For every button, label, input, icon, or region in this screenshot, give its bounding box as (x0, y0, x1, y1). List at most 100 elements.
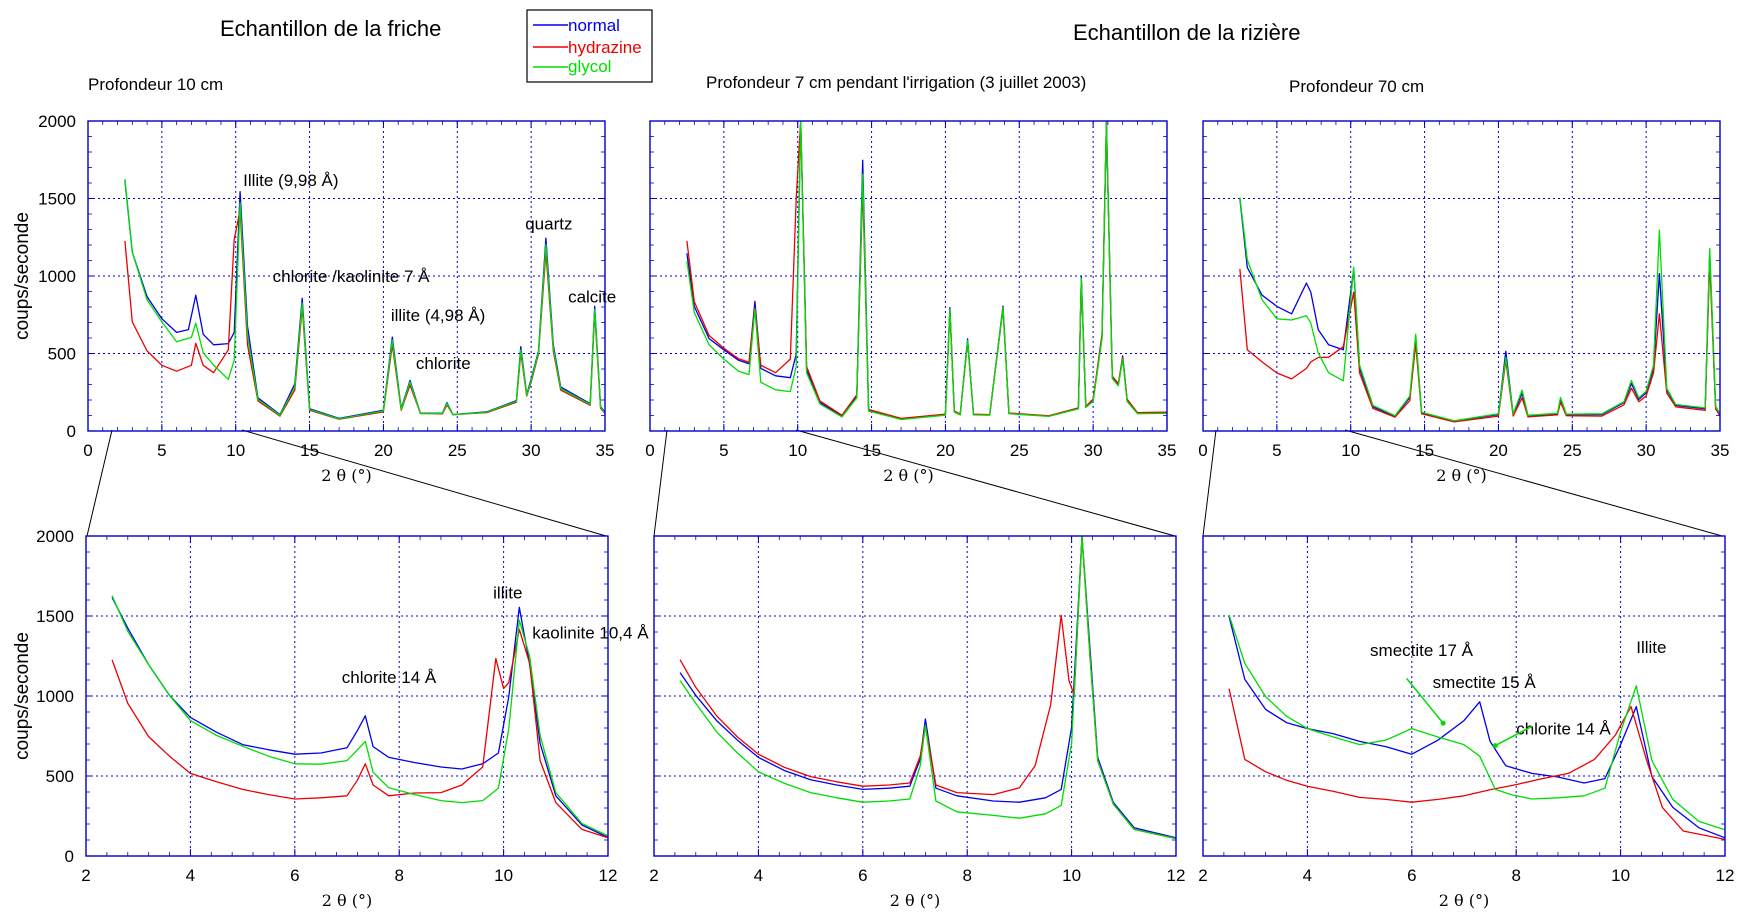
x-tick-label: 12 (1716, 866, 1735, 885)
y-tick-label: 2000 (36, 527, 74, 546)
series-line-normal (1239, 199, 1720, 422)
chart-panel-p4: 2 4 6 8 10 12 0 500 1000 1500 2000 2 θ (°) coups/sec… (12, 527, 649, 910)
x-axis-label: 2 θ (°) (322, 891, 372, 910)
x-tick-label: 35 (1711, 441, 1730, 460)
peak-annotation: chlorite 14 Å (342, 668, 437, 687)
series-line-normal (1228, 616, 1725, 839)
y-tick-label: 2000 (38, 112, 76, 131)
y-tick-label: 500 (46, 767, 74, 786)
x-tick-label: 10 (1062, 866, 1081, 885)
annotation-arrow-head (1492, 743, 1498, 749)
peak-annotation: Illite (9,98 Å) (243, 171, 338, 190)
x-tick-label: 30 (1084, 441, 1103, 460)
x-tick-label: 30 (1637, 441, 1656, 460)
y-tick-label: 500 (48, 345, 76, 364)
series-line-hydrazine (1239, 260, 1720, 423)
x-tick-label: 2 (81, 866, 90, 885)
series-line-glycol (111, 595, 608, 837)
y-tick-label: 1500 (36, 607, 74, 626)
x-tick-label: 5 (719, 441, 728, 460)
x-tick-label: 0 (645, 441, 654, 460)
annotation-arrow-head (1440, 720, 1446, 726)
x-tick-label: 4 (1303, 866, 1312, 885)
x-tick-label: 5 (157, 441, 166, 460)
chart-panel-p1: 0 5 10 15 20 25 30 35 0 500 1000 1500 2000 2 θ (°) cou… (12, 75, 616, 485)
plot-frame (1202, 120, 1721, 432)
peak-annotation: Illite (1636, 638, 1666, 657)
x-tick-label: 20 (1489, 441, 1508, 460)
peak-annotation: illite (4,98 Å) (391, 306, 485, 325)
plot-frame (649, 120, 1168, 432)
peak-annotation: chlorite /kaolinite 7 Å (273, 267, 431, 286)
y-axis-label: coups/seconde (12, 632, 33, 760)
x-axis-label: 2 θ (°) (1436, 466, 1486, 485)
y-tick-label: 1000 (36, 687, 74, 706)
x-tick-label: 12 (599, 866, 618, 885)
series-line-hydrazine (124, 209, 605, 420)
y-tick-label: 0 (65, 847, 74, 866)
x-tick-label: 25 (1010, 441, 1029, 460)
x-tick-label: 0 (1198, 441, 1207, 460)
peak-annotation: quartz (525, 215, 572, 234)
legend-label-hydrazine: hydrazine (568, 38, 642, 57)
peak-annotation: illite (493, 583, 522, 602)
x-tick-label: 0 (83, 441, 92, 460)
x-tick-label: 12 (1167, 866, 1186, 885)
series-line-glycol (686, 121, 1167, 421)
x-tick-label: 8 (394, 866, 403, 885)
x-tick-label: 8 (1511, 866, 1520, 885)
x-tick-label: 10 (1341, 441, 1360, 460)
series-line-hydrazine (679, 536, 1176, 840)
chart-panel-p5: 2 4 6 8 10 12 2 θ (°) (649, 535, 1186, 910)
series-group (686, 121, 1167, 421)
series-line-hydrazine (1228, 688, 1725, 841)
x-tick-label: 6 (1407, 866, 1416, 885)
x-axis-label: 2 θ (°) (890, 891, 940, 910)
x-tick-label: 35 (596, 441, 615, 460)
right-sample-title: Echantillon de la rizière (1073, 20, 1300, 45)
peak-annotation: kaolinite 10,4 Å (532, 623, 649, 642)
y-tick-label: 1000 (38, 267, 76, 286)
peak-annotation: chlorite 14 Å (1516, 719, 1611, 738)
legend-box (526, 9, 653, 83)
annotation-arrow (1494, 725, 1533, 747)
series-line-hydrazine (686, 121, 1167, 420)
x-tick-label: 6 (290, 866, 299, 885)
x-tick-label: 2 (649, 866, 658, 885)
x-tick-label: 15 (862, 441, 881, 460)
x-tick-label: 8 (962, 866, 971, 885)
x-tick-label: 10 (494, 866, 513, 885)
annotation-arrow (1405, 677, 1444, 724)
panel-subtitle: Profondeur 7 cm pendant l'irrigation (3 … (706, 73, 1086, 92)
x-axis-label: 2 θ (°) (321, 466, 371, 485)
series-group (111, 595, 608, 839)
series-line-hydrazine (111, 628, 608, 839)
peak-annotation: chlorite (416, 354, 471, 373)
x-tick-label: 25 (448, 441, 467, 460)
series-group (1228, 614, 1725, 841)
series-line-normal (686, 121, 1167, 420)
y-tick-label: 1500 (38, 190, 76, 209)
legend-label-glycol: glycol (568, 57, 611, 76)
x-tick-label: 2 (1198, 866, 1207, 885)
panel-subtitle: Profondeur 70 cm (1289, 77, 1424, 96)
x-tick-label: 5 (1272, 441, 1281, 460)
chart-panel-p3: 0 5 10 15 20 25 30 35 2 θ (°) Profondeur 70 cm (1198, 77, 1729, 485)
series-group (1239, 197, 1720, 423)
x-tick-label: 25 (1563, 441, 1582, 460)
x-tick-label: 35 (1158, 441, 1177, 460)
panel-subtitle: Profondeur 10 cm (88, 75, 223, 94)
legend-label-normal: normal (568, 16, 620, 35)
series-group (679, 536, 1176, 840)
legend: normal hydrazine glycol (526, 9, 653, 83)
peak-annotation: smectite 15 Å (1433, 673, 1537, 692)
x-tick-label: 10 (226, 441, 245, 460)
series-line-glycol (124, 178, 605, 420)
x-tick-label: 15 (300, 441, 319, 460)
x-tick-label: 10 (788, 441, 807, 460)
x-tick-label: 15 (1415, 441, 1434, 460)
series-line-normal (679, 536, 1176, 839)
series-group (124, 178, 605, 420)
